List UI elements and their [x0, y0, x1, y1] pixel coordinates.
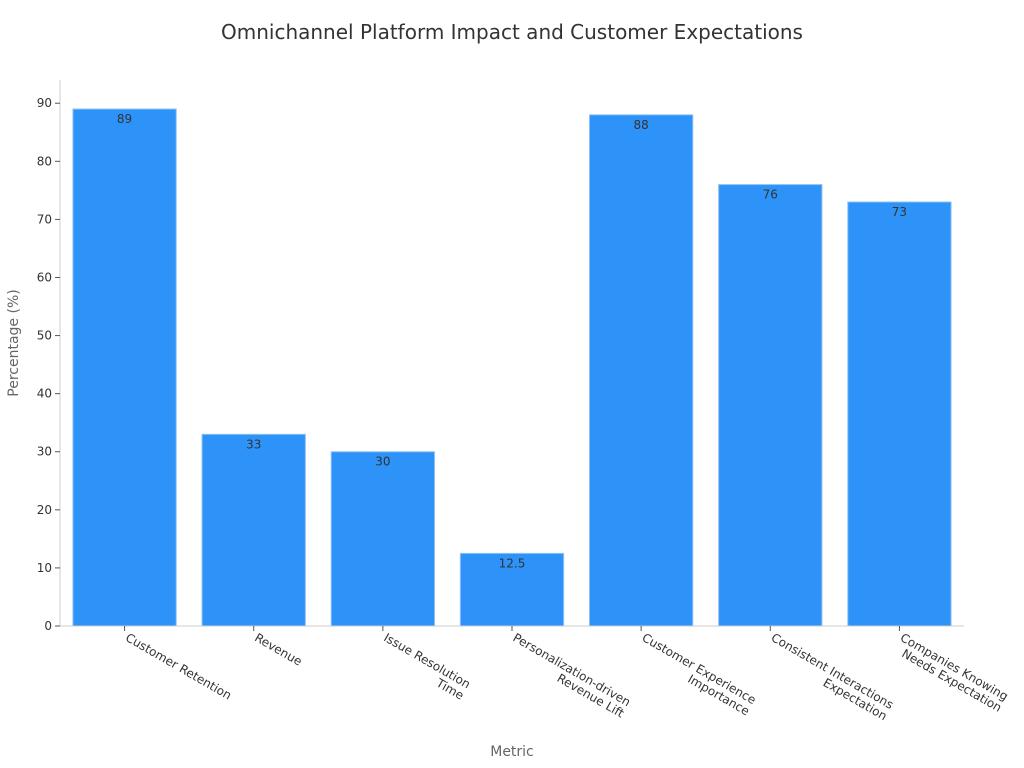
y-tick-label: 10: [37, 561, 52, 575]
bar: [330, 451, 436, 627]
data-label: 89: [117, 112, 132, 126]
bar: [72, 108, 177, 627]
bar: [201, 433, 306, 627]
x-axis-title: Metric: [490, 744, 534, 760]
bar: [459, 552, 565, 627]
data-label: 88: [634, 118, 649, 132]
x-tick-label-line: Customer Experience: [640, 630, 759, 707]
x-tick-label-line: Revenue: [252, 630, 304, 668]
x-tick-label-line: Customer Retention: [123, 630, 234, 702]
data-label: 12.5: [499, 556, 526, 570]
y-tick-label: 60: [37, 270, 52, 284]
y-axis-title: Percentage (%): [6, 289, 22, 396]
x-tick-label: Revenue: [252, 630, 304, 668]
x-tick-label: Customer Retention: [123, 630, 234, 702]
x-tick-label-line: Issue Resolution: [381, 630, 472, 691]
bar: [588, 114, 694, 627]
data-label: 33: [246, 437, 261, 451]
y-tick-label: 80: [37, 154, 52, 168]
y-tick-label: 20: [37, 503, 52, 517]
x-tick-label: Issue ResolutionTime: [375, 630, 473, 702]
x-tick-label: Customer ExperienceImportance: [633, 630, 758, 718]
y-tick-label: 50: [37, 329, 52, 343]
data-label: 73: [892, 205, 907, 219]
x-tick-label-line: Consistent Interactions: [769, 630, 896, 711]
y-tick-label: 90: [37, 96, 52, 110]
x-tick-label: Companies KnowingNeeds Expectation: [891, 630, 1010, 714]
y-tick-label: 40: [37, 387, 52, 401]
bar: [718, 184, 823, 627]
chart-title: Omnichannel Platform Impact and Customer…: [221, 20, 803, 44]
x-tick-label: Personalization-drivenRevenue Lift: [504, 630, 633, 720]
bar: [847, 201, 952, 627]
y-tick-label: 30: [37, 445, 52, 459]
data-label: 76: [763, 188, 778, 202]
x-tick-label-line: Personalization-driven: [511, 630, 633, 709]
y-tick-label: 0: [44, 619, 52, 633]
data-label: 30: [375, 455, 390, 469]
y-tick-label: 70: [37, 212, 52, 226]
x-tick-label: Consistent InteractionsExpectation: [762, 630, 896, 723]
